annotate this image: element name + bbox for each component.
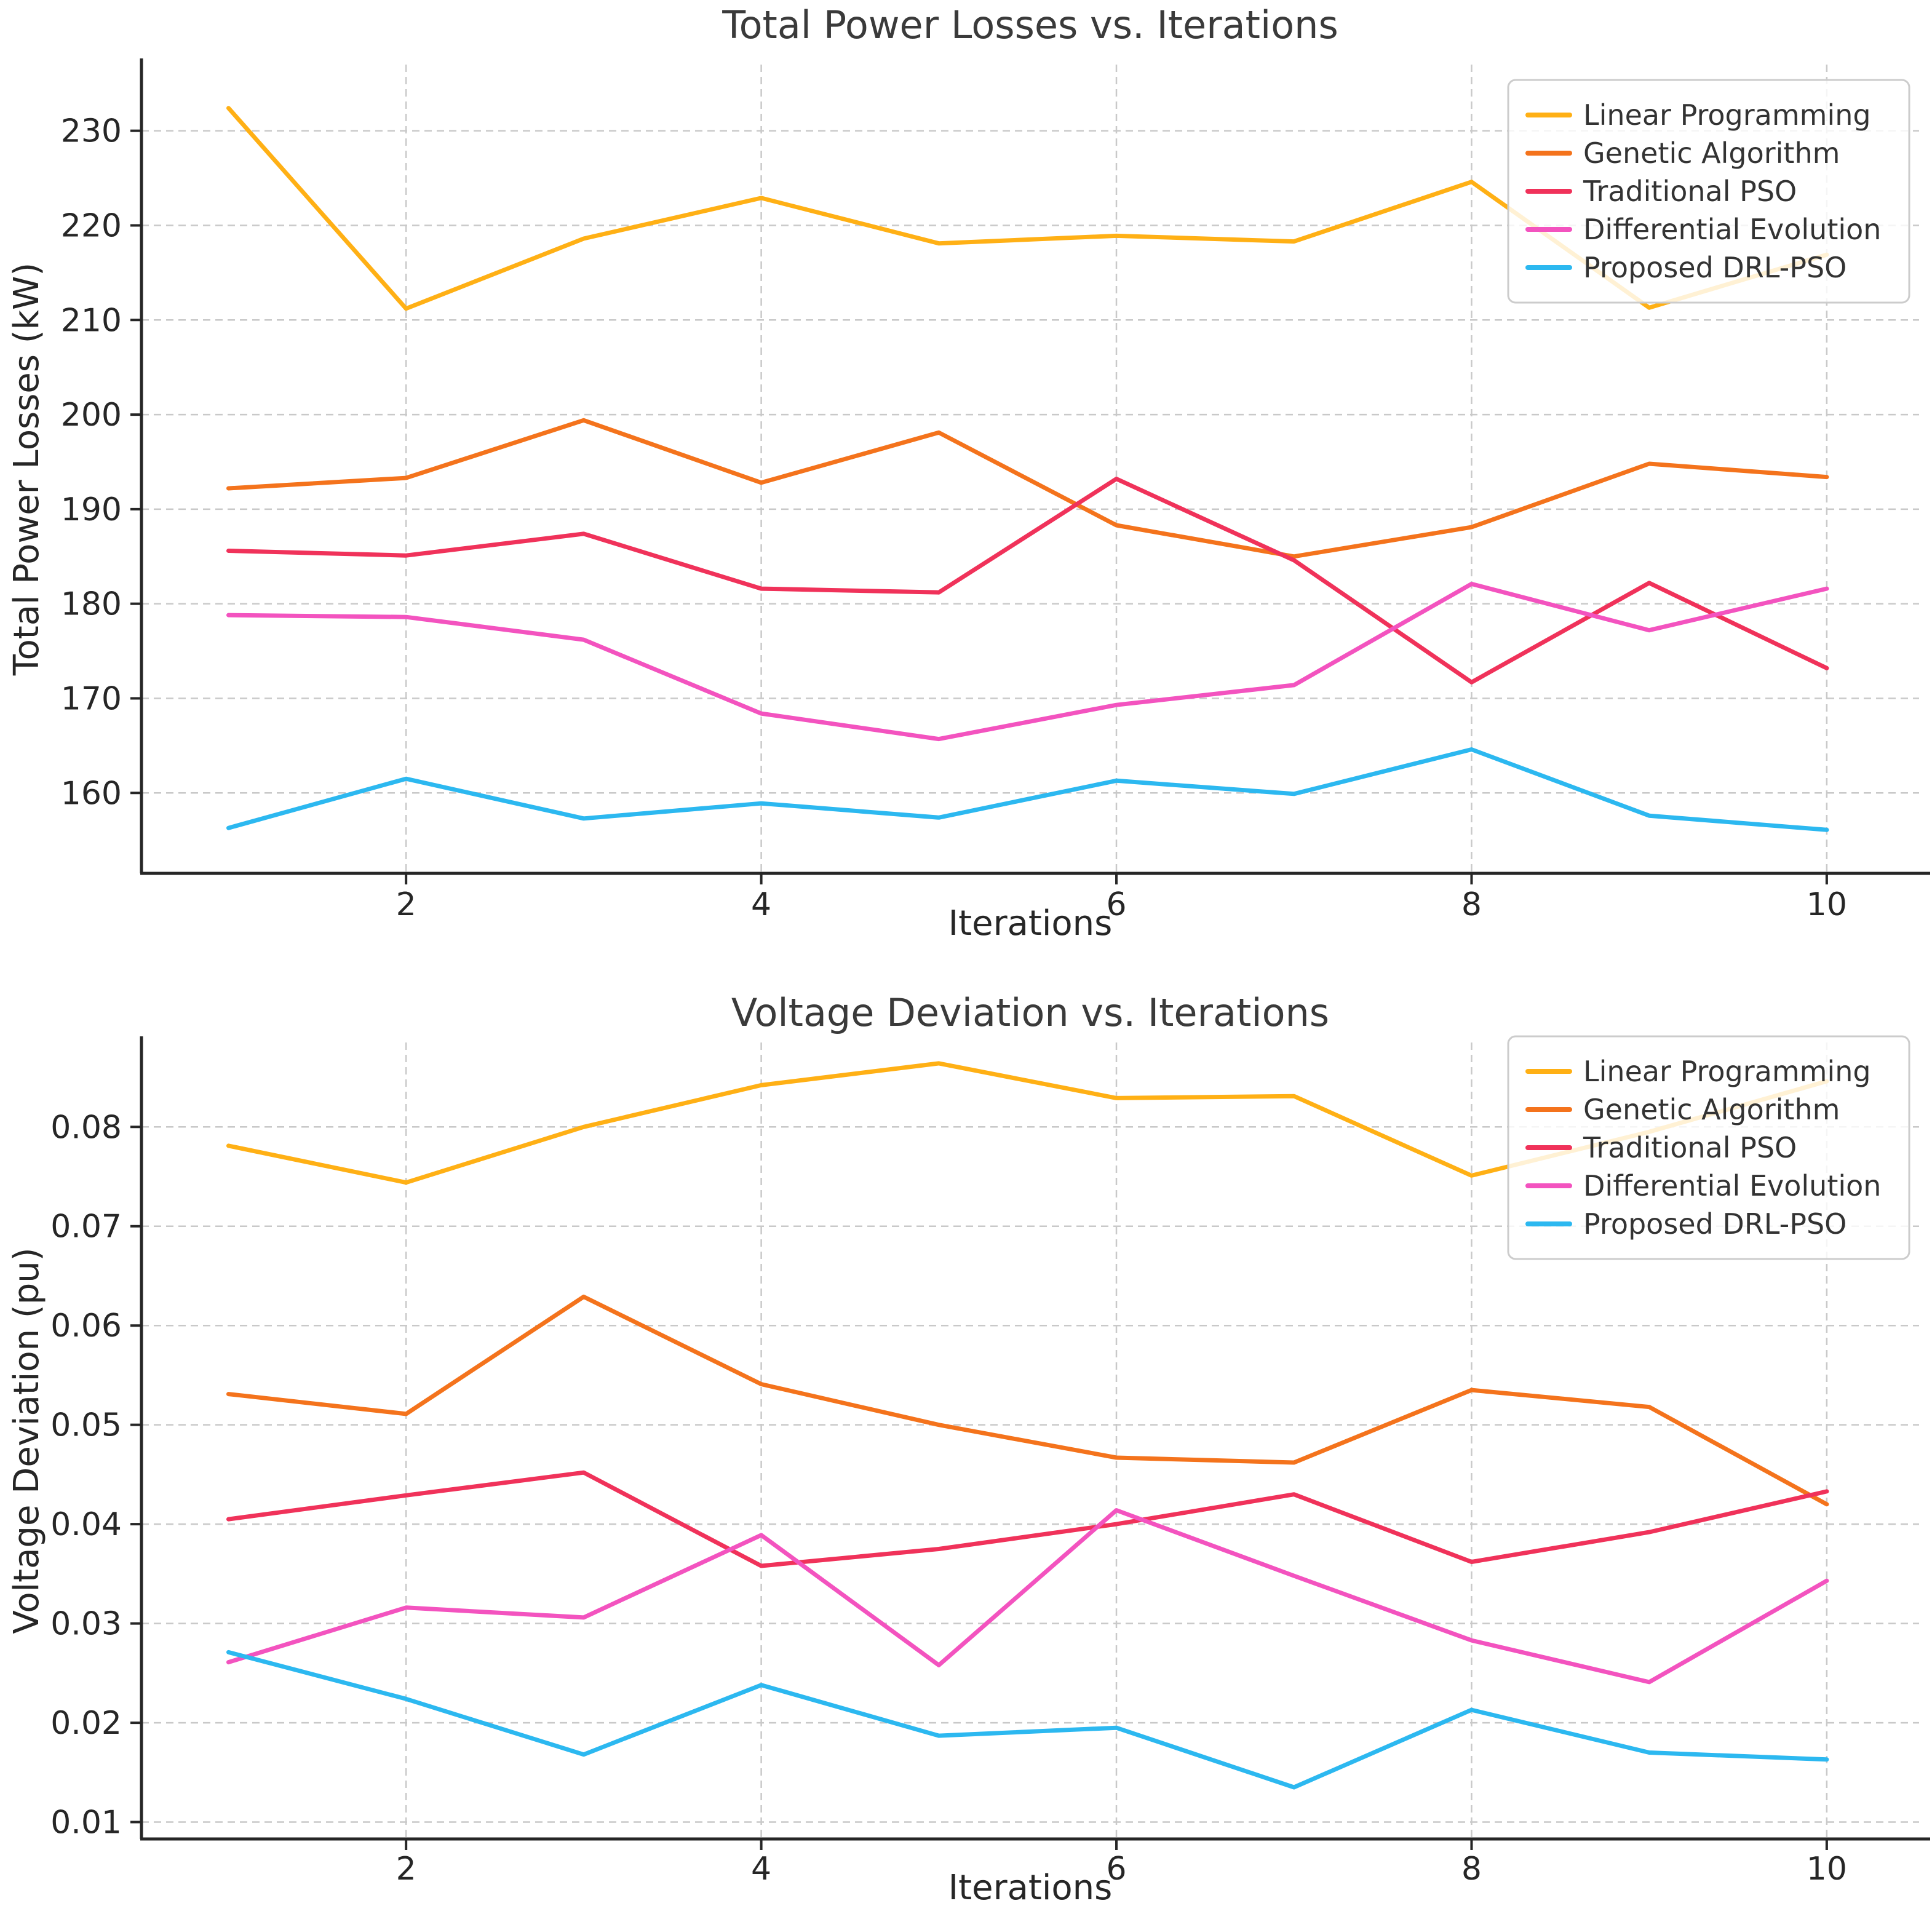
x-tick-label: 6 xyxy=(1106,1851,1126,1888)
x-tick-label: 6 xyxy=(1106,886,1126,923)
y-tick-label: 0.02 xyxy=(50,1705,122,1742)
y-tick-label: 230 xyxy=(61,113,122,150)
legend-item-proposed-drl-pso: Proposed DRL-PSO xyxy=(1583,251,1847,284)
legend-item-proposed-drl-pso: Proposed DRL-PSO xyxy=(1583,1207,1847,1241)
x-axis-label: Iterations xyxy=(948,903,1113,943)
x-tick-label: 4 xyxy=(751,886,771,923)
legend-item-traditional-pso: Traditional PSO xyxy=(1583,175,1797,208)
genetic-algorithm-line xyxy=(226,418,1829,559)
differential-evolution-line xyxy=(226,581,1829,742)
legend-item-linear-programming: Linear Programming xyxy=(1583,1055,1871,1088)
y-tick-label: 160 xyxy=(61,775,122,812)
legend-item-genetic-algorithm: Genetic Algorithm xyxy=(1583,137,1840,170)
x-tick-label: 2 xyxy=(396,886,416,923)
traditional-pso-line xyxy=(226,1470,1829,1568)
x-tick-label: 8 xyxy=(1461,1851,1482,1888)
x-tick-label: 10 xyxy=(1807,1851,1847,1888)
y-axis-label: Total Power Losses (kW) xyxy=(7,263,47,676)
legend-item-differential-evolution: Differential Evolution xyxy=(1583,1169,1881,1202)
proposed-drl-pso-line xyxy=(226,1650,1829,1790)
genetic-algorithm-line xyxy=(226,1294,1829,1507)
y-tick-label: 0.03 xyxy=(50,1606,122,1643)
y-tick-label: 0.07 xyxy=(50,1209,122,1245)
x-tick-label: 4 xyxy=(751,1851,771,1888)
y-tick-label: 180 xyxy=(61,586,122,623)
chart-title: Voltage Deviation vs. Iterations xyxy=(731,990,1329,1035)
legend: Linear Programming Genetic Algorithm Tradi… xyxy=(1507,1035,1910,1260)
y-tick-label: 0.08 xyxy=(50,1109,122,1146)
legend-item-genetic-algorithm: Genetic Algorithm xyxy=(1583,1093,1840,1126)
power-losses-chart: 160 170 180 190 200 210 220 230 2 4 6 8 10 Total Powe… xyxy=(7,2,1930,943)
legend: Linear Programming Genetic Algorithm Tradi… xyxy=(1507,79,1910,304)
y-tick-label: 0.01 xyxy=(50,1805,122,1841)
y-tick-label: 0.05 xyxy=(50,1407,122,1444)
x-tick-label: 8 xyxy=(1461,886,1482,923)
x-axis-label: Iterations xyxy=(948,1868,1113,1908)
chart-title: Total Power Losses vs. Iterations xyxy=(722,2,1338,47)
legend-item-linear-programming: Linear Programming xyxy=(1583,98,1871,132)
differential-evolution-line xyxy=(226,1508,1829,1685)
y-tick-label: 190 xyxy=(61,491,122,528)
legend-box xyxy=(1507,1035,1910,1260)
y-axis-label: Voltage Deviation (pu) xyxy=(7,1247,47,1634)
chart-canvas: 160 170 180 190 200 210 220 230 2 4 6 8 10 Total Powe… xyxy=(7,2,1930,943)
x-tick-label: 10 xyxy=(1807,886,1847,923)
y-tick-label: 170 xyxy=(61,680,122,717)
y-tick-label: 200 xyxy=(61,397,122,434)
voltage-deviation-chart: 0.01 0.02 0.03 0.04 0.05 0.06 0.07 0.08 2 4 6 8 10 Vo… xyxy=(0,961,1932,1922)
traditional-pso-line xyxy=(226,477,1829,685)
proposed-drl-pso-line xyxy=(226,747,1829,832)
legend-item-traditional-pso: Traditional PSO xyxy=(1583,1131,1797,1164)
x-tick-label: 2 xyxy=(396,1851,416,1888)
y-tick-label: 0.06 xyxy=(50,1308,122,1344)
legend-item-differential-evolution: Differential Evolution xyxy=(1583,213,1881,246)
y-tick-label: 210 xyxy=(61,302,122,339)
legend-box xyxy=(1507,79,1910,304)
y-tick-label: 220 xyxy=(61,207,122,244)
chart-canvas: 0.01 0.02 0.03 0.04 0.05 0.06 0.07 0.08 2 4 6 8 10 Vo… xyxy=(7,990,1930,1908)
y-tick-label: 0.04 xyxy=(50,1506,122,1543)
